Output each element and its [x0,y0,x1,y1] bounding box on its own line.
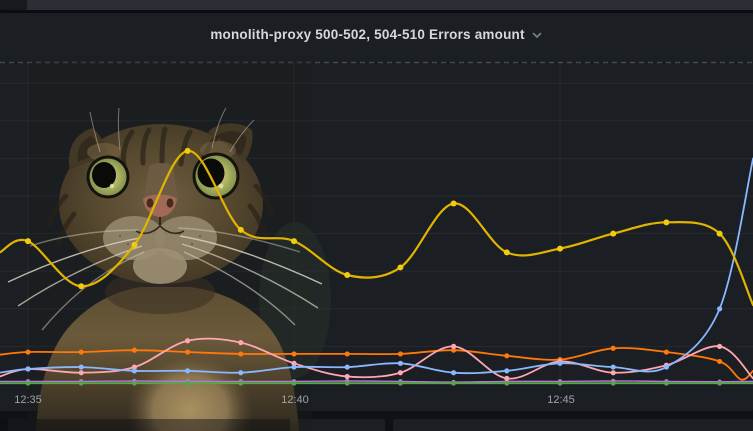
adjacent-panel-gap [0,0,27,10]
adjacent-panel-top-strip [0,0,753,10]
x-axis-label: 12:40 [281,394,309,406]
bottom-right-panel [393,419,753,431]
plot-area[interactable] [0,62,753,390]
panel-row-seam [0,10,753,13]
x-axis-label: 12:35 [14,394,42,406]
chevron-down-icon[interactable] [531,29,543,41]
panel-title[interactable]: monolith-proxy 500-502, 504-510 Errors a… [210,26,525,42]
x-axis-label: 12:45 [547,394,575,406]
photo-dim-band [0,419,290,431]
panel-header[interactable]: monolith-proxy 500-502, 504-510 Errors a… [0,13,753,55]
